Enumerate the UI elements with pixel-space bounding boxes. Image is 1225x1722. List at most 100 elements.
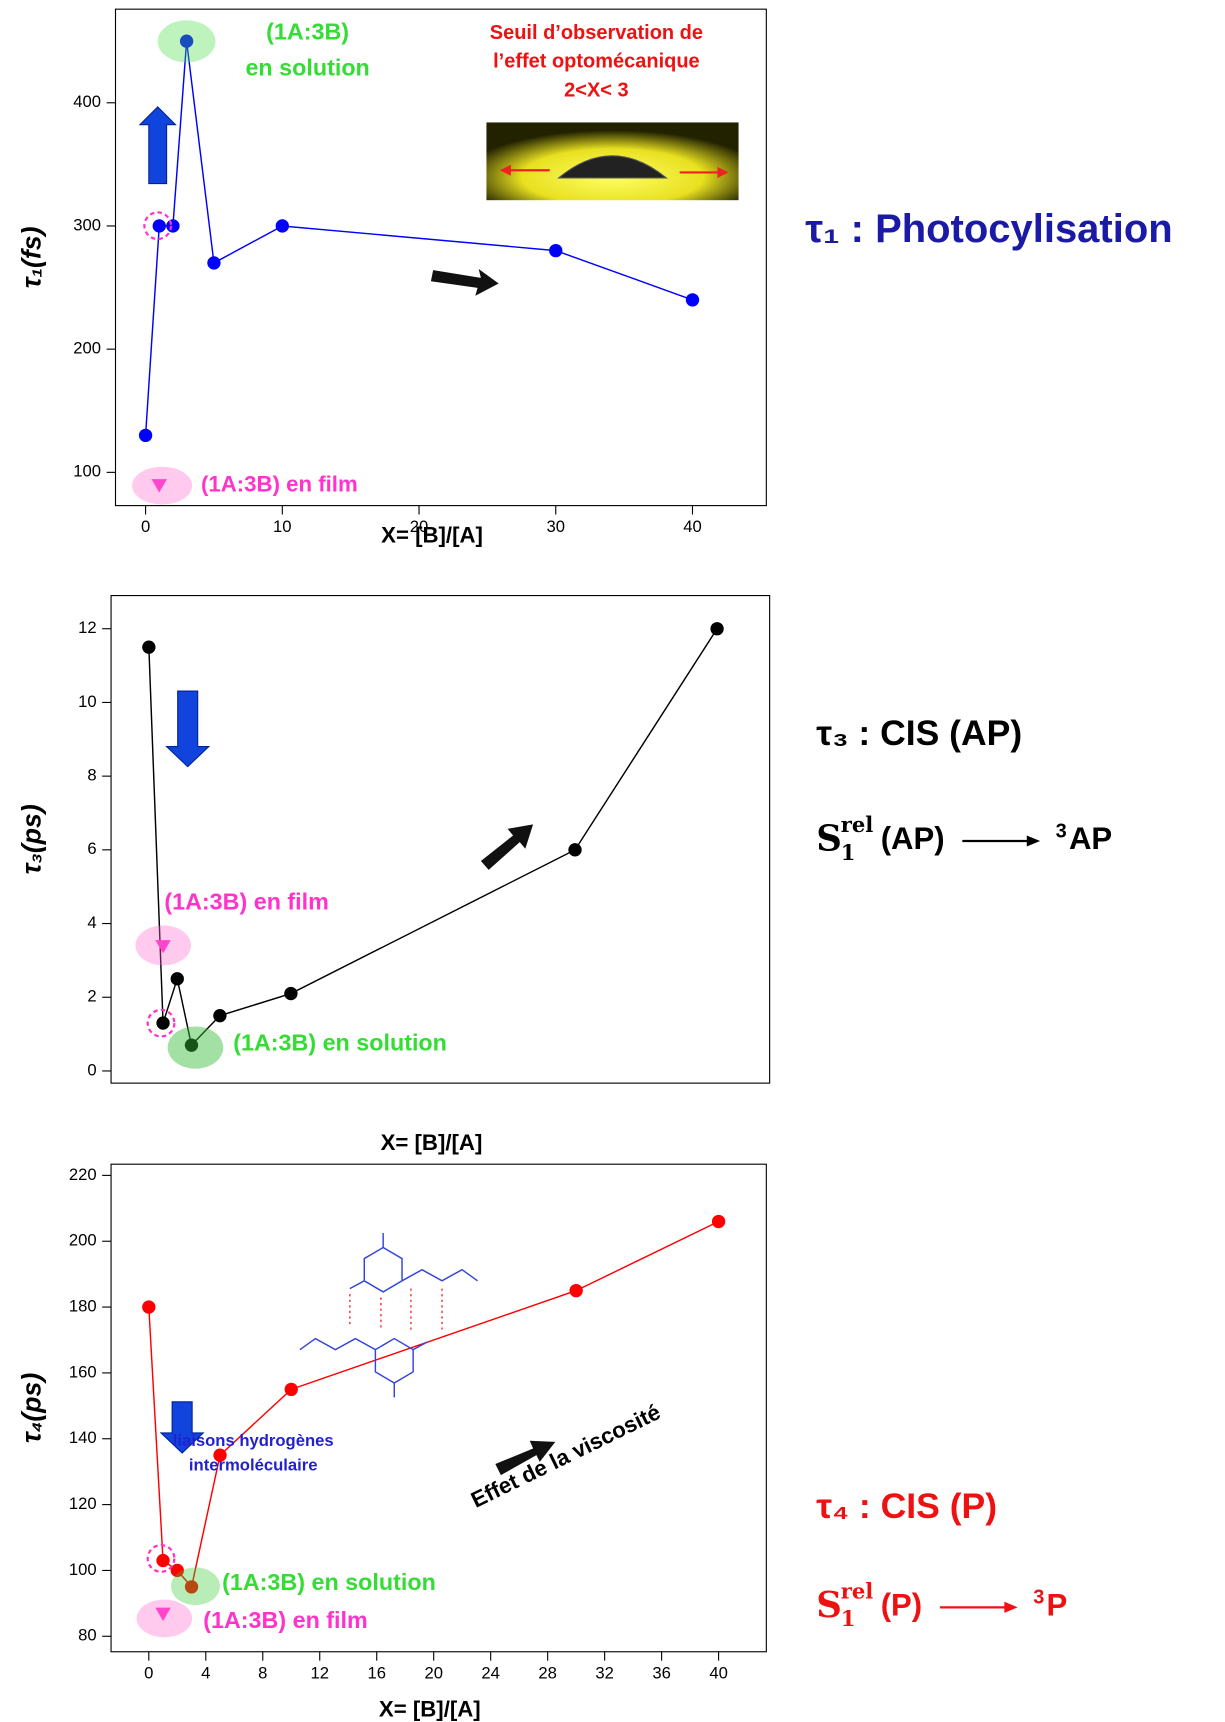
annotation: 2<X< 3 — [564, 80, 628, 102]
highlight — [157, 20, 216, 63]
annotation: (1A:3B) en solution — [222, 1569, 436, 1595]
marker — [685, 293, 700, 307]
arrow — [495, 1440, 556, 1476]
process-sup: rel — [841, 1578, 874, 1603]
arrow — [717, 166, 729, 178]
x-axis-label: X= [B]/[A] — [379, 1696, 481, 1721]
process-product-sup: 3 — [1033, 1587, 1044, 1609]
y-tick-label: 8 — [87, 766, 96, 785]
arrow — [499, 164, 511, 176]
highlight — [132, 466, 193, 505]
molecule — [299, 1233, 478, 1398]
x-tick-label: 30 — [547, 517, 566, 536]
process-arg: (AP) — [881, 821, 945, 856]
marker — [213, 1009, 227, 1023]
marker — [166, 219, 180, 233]
x-tick-label: 40 — [709, 1663, 728, 1682]
x-tick-label: 16 — [367, 1663, 386, 1682]
arrow — [159, 1401, 205, 1454]
plot-frame — [114, 8, 767, 507]
marker — [710, 622, 724, 636]
x-tick-label: 12 — [310, 1663, 329, 1682]
y-tick-label: 120 — [69, 1494, 97, 1513]
x-tick-label: 20 — [410, 517, 429, 536]
marker — [213, 1448, 227, 1462]
process-product: P — [1047, 1588, 1068, 1623]
annotation: intermoléculaire — [189, 1456, 318, 1475]
x-tick-label: 36 — [652, 1663, 671, 1682]
y-tick-label: 100 — [69, 1560, 97, 1579]
y-tick-label: 220 — [69, 1165, 97, 1184]
marker — [156, 1016, 170, 1030]
marker — [184, 1580, 199, 1594]
y-tick-label: 160 — [69, 1362, 97, 1381]
highlight — [143, 211, 173, 241]
annotation: Seuil d’observation de — [490, 22, 703, 44]
marker — [207, 256, 221, 270]
side-title: τ₁ : Photocylisation — [805, 207, 1172, 251]
x-tick-label: 28 — [538, 1663, 557, 1682]
marker — [155, 940, 171, 954]
arrow — [430, 269, 499, 296]
y-tick-label: 100 — [73, 462, 101, 481]
x-tick-label: 0 — [141, 517, 150, 536]
y-axis-label: τ₁(fs) — [16, 226, 46, 288]
process-arg: (P) — [881, 1588, 922, 1623]
process-state: S — [816, 1585, 842, 1626]
highlight — [136, 1599, 193, 1638]
marker — [170, 972, 184, 986]
y-tick-label: 140 — [69, 1428, 97, 1447]
process-sub: 1 — [841, 1606, 856, 1631]
marker — [152, 219, 166, 233]
marker — [156, 1553, 170, 1568]
droplet — [557, 155, 668, 179]
plot-frame — [110, 595, 771, 1084]
annotation: (1A:3B) en film — [164, 888, 328, 914]
x-tick-label: 10 — [273, 517, 292, 536]
y-tick-label: 2 — [87, 987, 96, 1006]
annotation: (1A:3B) en solution — [233, 1029, 447, 1055]
marker — [155, 1607, 171, 1622]
highlight — [146, 1008, 176, 1038]
marker — [151, 479, 168, 493]
y-tick-label: 200 — [73, 339, 101, 358]
arrow — [165, 690, 211, 768]
process-sub: 1 — [841, 840, 856, 865]
annotation: liaisons hydrogènes — [173, 1431, 334, 1450]
y-tick-label: 300 — [73, 215, 101, 234]
highlight — [167, 1026, 224, 1069]
process-arrow-head — [1026, 835, 1041, 847]
x-tick-label: 40 — [683, 517, 702, 536]
marker — [170, 1563, 184, 1578]
annotation: en solution — [245, 54, 369, 80]
marker — [184, 1038, 199, 1052]
y-tick-label: 6 — [87, 839, 96, 858]
plot-frame — [110, 1163, 767, 1653]
annotation: (1A:3B) en film — [203, 1607, 368, 1633]
y-tick-label: 400 — [73, 92, 101, 111]
x-tick-label: 20 — [424, 1663, 443, 1682]
side-title: τ₄ : CIS (P) — [816, 1486, 997, 1526]
marker — [138, 428, 153, 443]
decorations: (1A:3B) en solution Seuil d’observation de… — [132, 19, 739, 1638]
x-tick-label: 24 — [481, 1663, 500, 1682]
marker — [711, 1214, 726, 1229]
highlight — [146, 1544, 176, 1573]
series-line — [148, 628, 718, 1047]
annotation: (1A:3B) — [266, 19, 349, 45]
highlight — [135, 925, 192, 966]
y-tick-label: 12 — [78, 618, 97, 637]
annotation: Effet de la viscosité — [467, 1399, 664, 1512]
marker — [142, 1300, 156, 1314]
x-tick-label: 8 — [258, 1663, 267, 1682]
process-state: S — [816, 819, 842, 860]
y-tick-label: 200 — [69, 1231, 97, 1250]
marker — [142, 640, 156, 654]
marker — [549, 243, 563, 258]
x-tick-label: 4 — [201, 1663, 210, 1682]
arrow — [480, 824, 534, 870]
annotation: (1A:3B) en film — [201, 471, 358, 496]
x-axis-label: X= [B]/[A] — [381, 523, 483, 548]
y-axis-label: τ₄(ps) — [16, 1373, 46, 1444]
